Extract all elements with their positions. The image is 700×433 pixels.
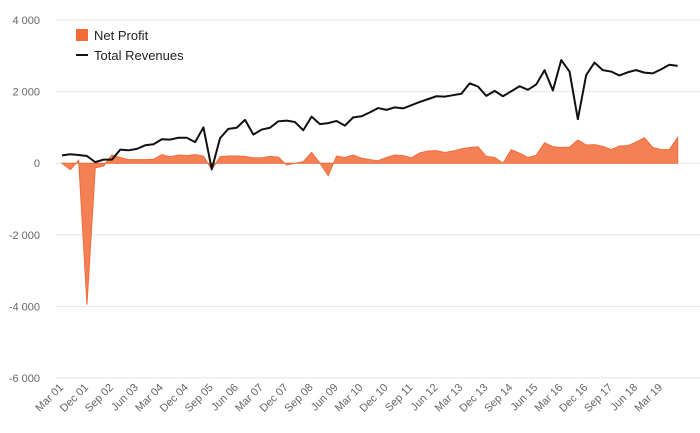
- line-layer: [61, 59, 678, 171]
- y-tick-label: 2 000: [12, 87, 40, 99]
- legend: Net Profit Total Revenues: [76, 28, 184, 63]
- y-tick-label: -4 000: [9, 301, 40, 313]
- x-tick-label: Sep 08: [283, 382, 316, 415]
- legend-swatch-net-profit: [76, 29, 88, 41]
- y-axis-ticks: 4 000 2 000 0 -2 000 -4 000 -6 000: [9, 15, 40, 385]
- area-layer: [60, 135, 679, 305]
- y-tick-label: 4 000: [12, 15, 40, 27]
- x-tick-label: Sep 14: [482, 382, 515, 415]
- y-tick-label: 0: [34, 158, 40, 170]
- grid-layer: [56, 19, 700, 379]
- y-tick-label: -6 000: [9, 373, 40, 385]
- total-revenues-line: [61, 59, 678, 171]
- net-profit-area: [60, 135, 679, 305]
- legend-label-net-profit: Net Profit: [94, 28, 149, 43]
- y-tick-label: -2 000: [9, 230, 40, 242]
- x-tick-label: Sep 02: [83, 382, 116, 415]
- x-tick-label: Sep 05: [183, 382, 216, 415]
- x-tick-label: Dec 10: [357, 382, 390, 415]
- legend-label-total-revenues: Total Revenues: [94, 48, 184, 63]
- x-tick-label: Mar 19: [632, 382, 665, 415]
- x-tick-label: Sep 17: [582, 382, 615, 415]
- x-tick-label: Sep 11: [383, 382, 416, 415]
